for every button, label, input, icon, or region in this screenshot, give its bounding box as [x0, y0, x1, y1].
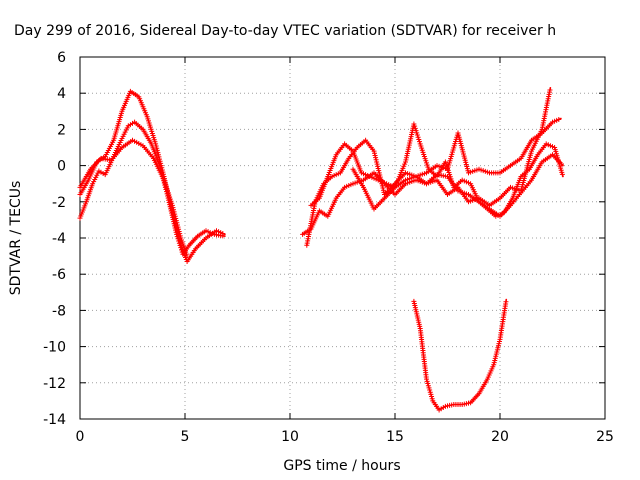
data-point	[153, 141, 159, 147]
data-point	[547, 87, 553, 93]
data-point	[413, 128, 419, 134]
series-sat-d	[300, 152, 564, 237]
data-point	[371, 148, 377, 154]
data-point	[415, 134, 421, 140]
series-sat-f	[308, 121, 565, 219]
data-point	[425, 381, 431, 387]
series-sat-c	[77, 137, 189, 257]
y-tick-label: -4	[52, 231, 66, 247]
data-point	[156, 154, 162, 160]
x-tick-label: 15	[386, 429, 404, 445]
data-series	[77, 87, 565, 413]
series-sat-h	[411, 298, 509, 413]
data-point	[155, 150, 161, 156]
data-point	[374, 161, 380, 167]
series-sat-b	[77, 88, 226, 265]
data-point	[153, 143, 159, 149]
series-line	[413, 298, 508, 411]
data-point	[556, 116, 562, 122]
data-point	[177, 233, 183, 239]
y-tick-label: -14	[43, 412, 66, 428]
ticks: 0 5 10 15 20 25 -14 -12 -10 -8 -6 -4 -2 0 2 4 6	[43, 50, 614, 445]
series-line	[79, 90, 226, 263]
y-tick-label: -10	[43, 340, 66, 356]
data-point	[157, 158, 163, 164]
data-point	[426, 385, 432, 391]
x-tick-label: 20	[491, 429, 509, 445]
data-point	[424, 376, 429, 382]
data-point	[414, 132, 420, 138]
y-tick-label: -12	[43, 376, 66, 392]
data-point	[375, 165, 381, 171]
data-point	[429, 396, 435, 402]
data-point	[157, 156, 163, 162]
data-point	[174, 222, 180, 228]
data-point	[372, 152, 378, 158]
y-tick-label: -2	[52, 195, 66, 211]
data-point	[155, 152, 161, 158]
x-tick-label: 10	[281, 429, 299, 445]
data-point	[377, 172, 383, 178]
data-point	[559, 171, 565, 177]
data-point	[376, 168, 382, 174]
data-point	[177, 231, 183, 237]
data-point	[374, 159, 380, 165]
grid	[80, 57, 605, 419]
data-point	[158, 160, 164, 166]
data-point	[428, 391, 434, 397]
data-point	[158, 163, 164, 169]
data-point	[171, 209, 177, 215]
x-tick-label: 0	[76, 429, 85, 445]
data-point	[173, 218, 179, 224]
series-sat-g	[350, 116, 562, 212]
y-tick-label: 4	[57, 86, 66, 102]
data-point	[154, 145, 160, 151]
data-point	[373, 157, 379, 163]
data-point	[172, 211, 178, 217]
data-point	[176, 226, 182, 232]
y-axis-label: SDTVAR / TECUs	[8, 181, 24, 296]
series-sat-a	[77, 119, 226, 257]
x-axis-label: GPS time / hours	[283, 458, 400, 474]
data-point	[176, 228, 182, 234]
data-point	[427, 387, 433, 393]
data-point	[169, 202, 175, 208]
data-point	[154, 147, 160, 153]
data-point	[411, 121, 417, 127]
data-point	[172, 213, 178, 219]
y-tick-label: -8	[52, 303, 66, 319]
data-point	[416, 136, 422, 142]
data-point	[412, 123, 418, 129]
data-point	[429, 394, 435, 400]
x-tick-label: 25	[596, 429, 614, 445]
data-point	[173, 215, 179, 221]
y-tick-label: 6	[57, 50, 66, 66]
data-point	[372, 150, 378, 156]
chart-title: Day 299 of 2016, Sidereal Day-to-day VTE…	[14, 23, 556, 39]
data-point	[503, 299, 509, 305]
data-point	[220, 230, 226, 236]
data-point	[412, 125, 418, 131]
data-point	[380, 185, 386, 191]
data-point	[424, 378, 430, 384]
data-point	[414, 130, 420, 136]
data-point	[376, 170, 382, 176]
y-tick-label: 0	[57, 159, 66, 175]
x-tick-label: 5	[181, 429, 190, 445]
data-point	[417, 139, 422, 145]
data-point	[380, 187, 386, 193]
data-point	[375, 163, 381, 169]
data-point	[171, 207, 177, 213]
plot-frame	[79, 56, 606, 420]
data-point	[170, 205, 176, 211]
data-point	[425, 383, 431, 389]
data-point	[175, 224, 181, 230]
y-tick-label: 2	[57, 122, 66, 138]
data-point	[373, 155, 379, 161]
data-point	[183, 251, 189, 257]
data-point	[174, 220, 180, 226]
data-point	[427, 389, 433, 395]
y-tick-label: -6	[52, 267, 66, 283]
